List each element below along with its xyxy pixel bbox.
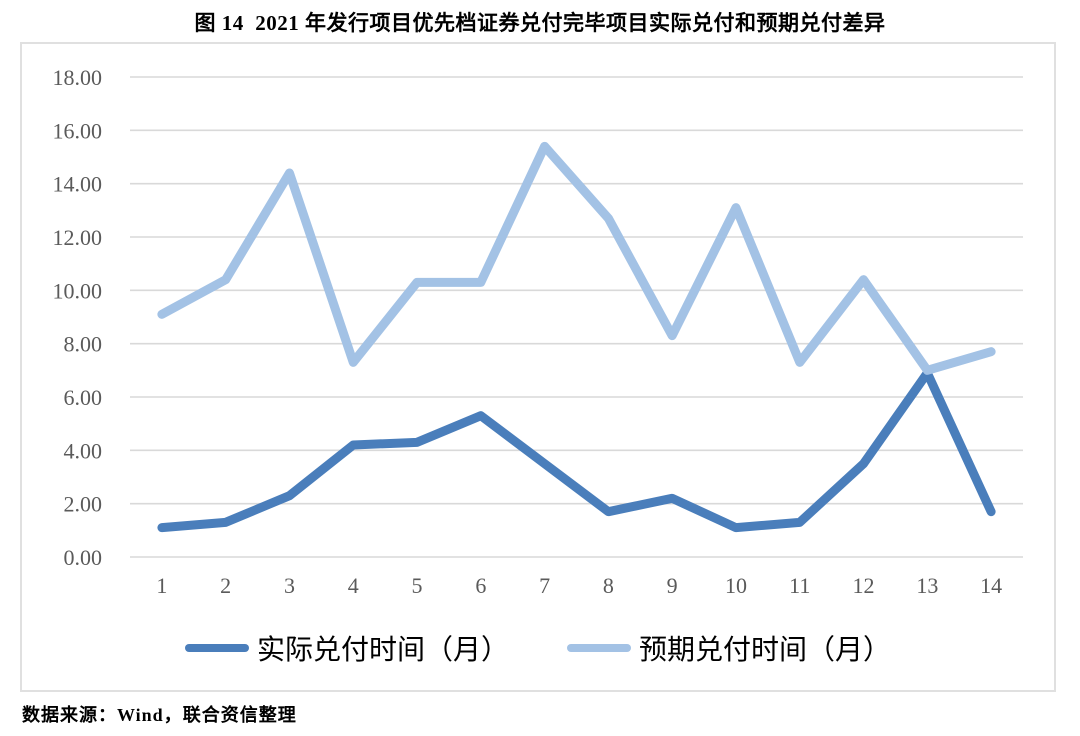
x-tick-label: 12 (853, 573, 875, 598)
series-line-expected (157, 141, 996, 375)
x-tick-label: 5 (412, 573, 423, 598)
x-tick-label: 3 (284, 573, 295, 598)
legend-label-actual: 实际兑付时间（月） (256, 635, 509, 666)
y-tick-label: 0.00 (64, 545, 103, 570)
y-tick-label: 18.00 (53, 65, 103, 90)
y-tick-label: 16.00 (53, 118, 103, 143)
x-tick-label: 8 (603, 573, 614, 598)
y-tick-label: 12.00 (53, 225, 103, 250)
legend-item-actual: 实际兑付时间（月） (184, 628, 509, 668)
y-tick-label: 2.00 (64, 492, 103, 517)
chart-legend: 实际兑付时间（月） 预期兑付时间（月） (22, 628, 1054, 668)
x-tick-label: 7 (539, 573, 550, 598)
x-tick-label: 9 (667, 573, 678, 598)
y-tick-label: 8.00 (64, 332, 103, 357)
source-note: 数据来源：Wind，联合资信整理 (22, 705, 297, 725)
legend-item-expected: 预期兑付时间（月） (567, 628, 891, 668)
x-tick-label: 6 (475, 573, 486, 598)
x-tick-label: 1 (156, 573, 167, 598)
legend-label-expected: 预期兑付时间（月） (639, 635, 892, 666)
x-tick-label: 2 (220, 573, 231, 598)
legend-swatch-actual-icon (184, 644, 249, 652)
y-tick-label: 4.00 (64, 438, 103, 463)
y-tick-label: 14.00 (53, 172, 103, 197)
chart-title: 图 14 2021 年发行项目优先档证券兑付完毕项目实际兑付和预期兑付差异 (194, 11, 886, 35)
chart-area: 0.00 2.00 4.00 6.00 8.00 10.00 12.00 14.00 16.00… (20, 42, 1056, 692)
y-tick-label: 10.00 (53, 278, 103, 303)
y-tick-label: 6.00 (64, 385, 103, 410)
line-chart-svg: 0.00 2.00 4.00 6.00 8.00 10.00 12.00 14.00 16.00… (53, 65, 1023, 598)
legend-swatch-expected-icon (567, 644, 631, 652)
series-line-actual (157, 368, 996, 533)
x-tick-label: 13 (916, 573, 938, 598)
x-tick-label: 10 (725, 573, 747, 598)
x-tick-label: 11 (789, 573, 810, 598)
x-tick-label: 14 (980, 573, 1002, 598)
x-tick-label: 4 (348, 573, 359, 598)
